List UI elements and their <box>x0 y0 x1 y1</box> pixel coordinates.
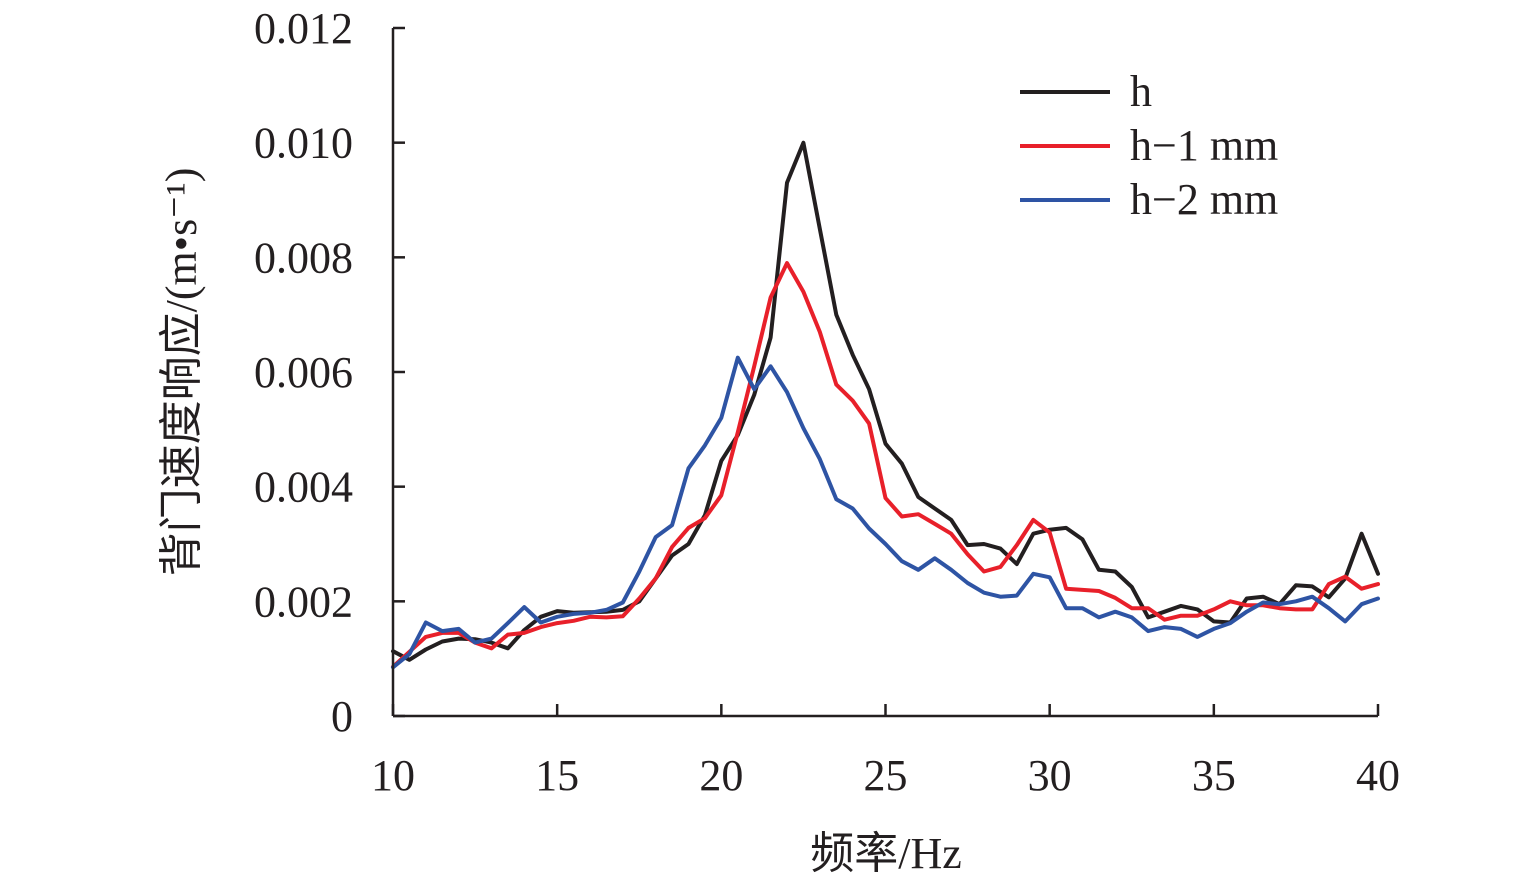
x-tick-label: 40 <box>1356 751 1400 800</box>
series-line-0 <box>391 140 1380 662</box>
y-axis-title: 背门速度响应/(m•s⁻¹) <box>157 168 206 577</box>
y-tick-label: 0 <box>331 692 353 741</box>
y-tick-label: 0.010 <box>254 119 353 168</box>
y-tick-label: 0.008 <box>254 233 353 282</box>
y-tick-label: 0.004 <box>254 463 353 512</box>
x-axis-ticks: 10 15 20 25 30 35 40 <box>371 704 1400 800</box>
x-axis-title: 频率/Hz <box>810 829 962 878</box>
x-tick-label: 15 <box>535 751 579 800</box>
legend-label-0: h <box>1130 67 1152 116</box>
legend-label-1: h−1 mm <box>1130 121 1278 170</box>
y-axis-ticks: 0 0.002 0.004 0.006 0.008 0.010 0.012 <box>254 4 405 741</box>
x-tick-label: 20 <box>699 751 743 800</box>
x-tick-label: 25 <box>864 751 908 800</box>
y-tick-label: 0.006 <box>254 348 353 397</box>
legend-label-2: h−2 mm <box>1130 175 1278 224</box>
series-line-2 <box>391 355 1380 670</box>
y-tick-label: 0.002 <box>254 577 353 626</box>
x-tick-label: 10 <box>371 751 415 800</box>
x-tick-label: 30 <box>1028 751 1072 800</box>
series-layer <box>391 140 1380 670</box>
y-tick-label: 0.012 <box>254 4 353 53</box>
x-tick-label: 35 <box>1192 751 1236 800</box>
legend: h h−1 mm h−2 mm <box>1020 67 1278 224</box>
series-line-1 <box>391 261 1380 669</box>
